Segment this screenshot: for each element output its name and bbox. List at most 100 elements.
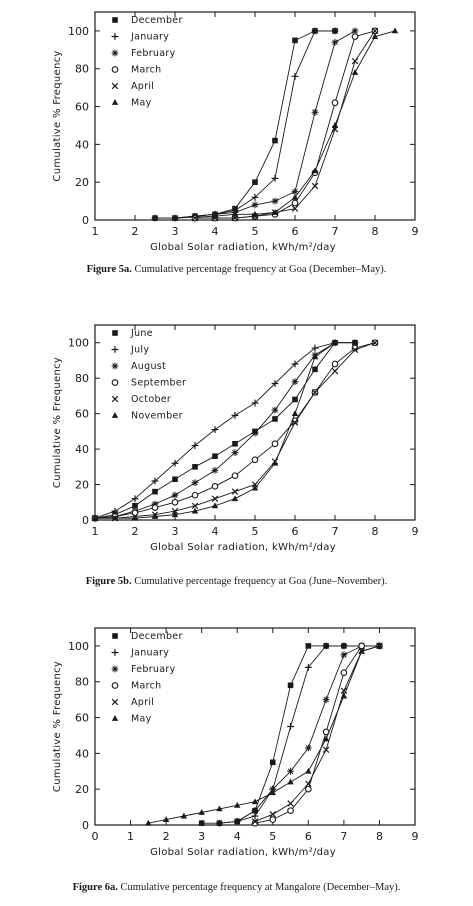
- data-point: [287, 682, 294, 689]
- data-point: [151, 500, 159, 508]
- data-point: [340, 642, 348, 650]
- x-tick-label: 4: [212, 225, 219, 238]
- y-tick-label: 40: [75, 138, 89, 151]
- data-point: [291, 360, 299, 368]
- data-point: [311, 353, 319, 360]
- data-point: [271, 380, 279, 387]
- x-tick-label: 8: [372, 225, 379, 238]
- data-point: [305, 643, 312, 649]
- legend-marker: [111, 698, 119, 706]
- legend-marker: [111, 649, 119, 656]
- data-point: [291, 188, 299, 196]
- data-point: [231, 495, 239, 502]
- series-line: [155, 30, 335, 219]
- figure-number: Figure 6a.: [72, 882, 118, 893]
- x-tick-label: 7: [332, 225, 339, 238]
- data-point: [331, 122, 339, 128]
- data-point: [216, 819, 223, 827]
- x-tick-label: 1: [92, 525, 99, 538]
- legend-marker: [112, 330, 118, 336]
- legend-label: June: [130, 328, 153, 339]
- data-point: [351, 57, 359, 65]
- data-point: [252, 179, 258, 185]
- data-point: [269, 811, 277, 818]
- y-tick-label: 20: [75, 176, 89, 189]
- data-point: [180, 812, 188, 819]
- data-point: [391, 27, 399, 34]
- data-point: [312, 366, 318, 373]
- series-may: [171, 27, 399, 221]
- data-point: [287, 767, 294, 775]
- data-point: [351, 69, 359, 75]
- chart-svg-5a: 1 2 3 4 5 6 7 8 9 0 20 40 60 80 100 Global Solar radiat…: [52, 11, 419, 253]
- series-line: [195, 30, 376, 219]
- legend-item: August: [111, 361, 166, 372]
- y-tick-label: 60: [75, 712, 89, 725]
- y-tick-label: 80: [75, 372, 89, 385]
- legend-item: July: [111, 345, 149, 356]
- x-tick-label: 0: [92, 830, 99, 843]
- series-december: [198, 643, 365, 827]
- data-point: [145, 819, 152, 826]
- data-point: [340, 669, 348, 677]
- data-point: [291, 419, 299, 426]
- series-line: [195, 30, 376, 219]
- figure-caption: Figure 5a. Cumulative percentage frequen…: [0, 264, 473, 275]
- legend-label: January: [130, 32, 169, 43]
- series-line: [174, 30, 356, 219]
- x-tick-label: 4: [212, 525, 219, 538]
- data-point: [231, 449, 239, 457]
- x-tick-label: 7: [332, 525, 339, 538]
- series-line: [254, 645, 380, 824]
- data-point: [271, 209, 279, 215]
- x-tick-label: 6: [292, 525, 299, 538]
- y-tick-label: 0: [82, 819, 89, 832]
- data-point: [151, 513, 159, 519]
- legend-label: May: [131, 98, 152, 109]
- series-may: [145, 642, 383, 826]
- series-line: [95, 342, 355, 519]
- data-point: [322, 642, 330, 650]
- data-point: [211, 502, 219, 509]
- data-point: [251, 798, 259, 805]
- data-point: [351, 33, 359, 40]
- legend-item: September: [111, 378, 186, 389]
- data-point: [340, 692, 348, 699]
- data-point: [231, 488, 239, 495]
- data-point: [191, 491, 199, 499]
- data-point: [191, 479, 199, 487]
- data-point: [358, 647, 365, 654]
- data-point: [132, 503, 138, 509]
- data-point: [331, 27, 339, 35]
- series-line: [174, 30, 396, 219]
- y-tick-label: 40: [75, 747, 89, 760]
- data-point: [171, 507, 179, 515]
- series-november: [91, 339, 359, 521]
- x-axis-label: Global Solar radiation, kWh/m²/day: [150, 847, 336, 858]
- legend-label: May: [131, 714, 152, 725]
- data-point: [292, 396, 298, 403]
- legend-label: December: [131, 631, 183, 642]
- series-line: [155, 30, 335, 219]
- figure-caption-text: Cumulative percentage frequency at Manga…: [120, 882, 401, 893]
- data-point: [211, 482, 219, 490]
- data-point: [304, 785, 312, 793]
- data-point: [198, 820, 205, 827]
- figure-caption: Figure 5b. Cumulative percentage frequen…: [0, 576, 473, 587]
- data-point: [287, 800, 294, 807]
- chart-svg-5b: 1 2 3 4 5 6 7 8 9 0 20 40 60 80 100 Global Solar radiat…: [52, 324, 419, 553]
- series-march: [191, 27, 379, 222]
- figure-number: Figure 5b.: [85, 576, 132, 587]
- legend: December January February March April May: [111, 15, 182, 109]
- data-point: [311, 344, 319, 352]
- data-point: [292, 37, 298, 44]
- data-point: [271, 175, 279, 182]
- legend-item: April: [111, 697, 154, 708]
- y-axis-label: Cumulative % Frequency: [52, 661, 63, 792]
- y-tick-label: 60: [75, 101, 89, 114]
- data-point: [131, 514, 139, 521]
- data-point: [358, 642, 366, 650]
- data-point: [271, 459, 279, 466]
- legend-marker: [111, 33, 119, 40]
- data-point: [304, 664, 312, 671]
